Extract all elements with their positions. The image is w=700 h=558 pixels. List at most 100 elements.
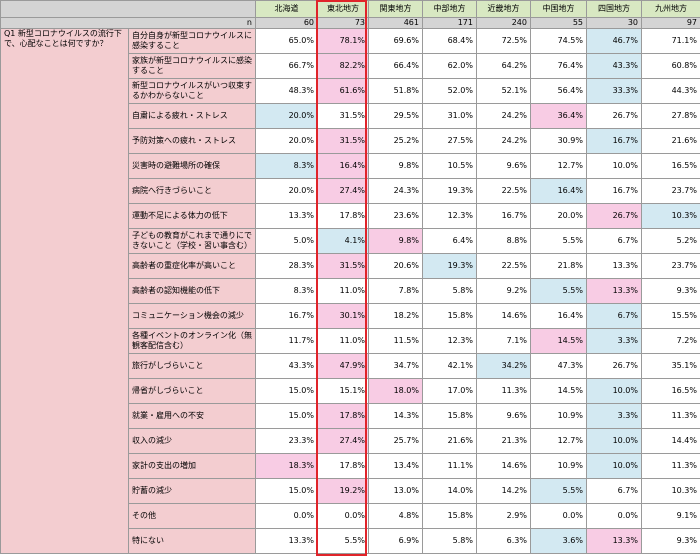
percent-cell: 21.6% [641,128,700,154]
region-header: 中国地方 [530,0,587,18]
percent-cell: 9.8% [368,153,423,179]
percent-cell: 16.7% [586,178,642,204]
percent-cell: 48.3% [255,78,318,104]
percent-cell: 51.8% [368,78,423,104]
percent-cell: 61.6% [317,78,369,104]
percent-cell: 6.9% [368,528,423,554]
percent-cell: 0.0% [255,503,318,529]
percent-cell: 14.5% [530,328,587,354]
percent-cell: 56.4% [530,78,587,104]
percent-cell: 23.7% [641,253,700,279]
percent-cell: 14.3% [368,403,423,429]
percent-cell: 43.3% [586,53,642,79]
percent-cell: 15.0% [255,403,318,429]
percent-cell: 17.0% [422,378,477,404]
percent-cell: 16.5% [641,378,700,404]
percent-cell: 10.3% [641,478,700,504]
percent-cell: 13.3% [586,253,642,279]
sample-size-value: 73 [317,17,369,29]
percent-cell: 43.3% [255,353,318,379]
percent-cell: 14.4% [641,428,700,454]
percent-cell: 21.6% [422,428,477,454]
percent-cell: 27.8% [641,103,700,129]
percent-cell: 0.0% [586,503,642,529]
percent-cell: 16.7% [476,203,531,229]
percent-cell: 6.4% [422,228,477,254]
percent-cell: 10.9% [530,453,587,479]
percent-cell: 35.1% [641,353,700,379]
percent-cell: 15.8% [422,503,477,529]
percent-cell: 15.8% [422,403,477,429]
percent-cell: 5.5% [317,528,369,554]
sample-size-value: 461 [368,17,423,29]
table-row: その他 0.0% 0.0% 4.8% 15.8% 2.9% 0.0% 0.0% 9.1% [1,503,700,529]
percent-cell: 0.0% [317,503,369,529]
percent-cell: 13.3% [255,528,318,554]
percent-cell: 16.4% [530,178,587,204]
percent-cell: 31.0% [422,103,477,129]
percent-cell: 72.5% [476,28,531,54]
percent-cell: 9.1% [641,503,700,529]
percent-cell: 78.1% [317,28,369,54]
percent-cell: 8.3% [255,153,318,179]
percent-cell: 20.0% [530,203,587,229]
region-header: 中部地方 [422,0,477,18]
percent-cell: 15.1% [317,378,369,404]
percent-cell: 11.0% [317,278,369,304]
percent-cell: 12.3% [422,328,477,354]
answer-label: 家計の支出の増加 [128,453,256,479]
percent-cell: 18.0% [368,378,423,404]
answer-label: 自粛による疲れ・ストレス [128,103,256,129]
percent-cell: 8.3% [255,278,318,304]
region-header: 東北地方 [317,0,369,18]
percent-cell: 69.6% [368,28,423,54]
percent-cell: 4.8% [368,503,423,529]
table-row: Q1 新型コロナウイルスの流行下で、心配なことは何ですか？ 自分自身が新型コロナウ… [0,28,700,554]
percent-cell: 15.5% [641,303,700,329]
percent-cell: 21.8% [530,253,587,279]
percent-cell: 20.0% [255,178,318,204]
percent-cell: 34.2% [476,353,531,379]
percent-cell: 8.8% [476,228,531,254]
percent-cell: 31.5% [317,103,369,129]
percent-cell: 33.3% [586,78,642,104]
answer-label: 高齢者の重症化率が高いこと [128,253,256,279]
sample-size-value: 60 [255,17,318,29]
percent-cell: 47.9% [317,353,369,379]
percent-cell: 5.8% [422,278,477,304]
answer-label: 特にない [128,528,256,554]
table-row: 病院へ行きづらいこと 20.0% 27.4% 24.3% 19.3% 22.5% 16.4%… [1,178,700,204]
percent-cell: 9.3% [641,278,700,304]
percent-cell: 14.2% [476,478,531,504]
percent-cell: 11.3% [476,378,531,404]
percent-cell: 7.8% [368,278,423,304]
percent-cell: 9.2% [476,278,531,304]
percent-cell: 9.8% [368,228,423,254]
answer-label: 各種イベントのオンライン化（無観客配信含む） [128,328,256,354]
percent-cell: 52.1% [476,78,531,104]
region-header: 北海道 [255,0,318,18]
percent-cell: 24.3% [368,178,423,204]
percent-cell: 18.3% [255,453,318,479]
percent-cell: 19.2% [317,478,369,504]
percent-cell: 25.7% [368,428,423,454]
table-row: 予防対策への疲れ・ストレス 20.0% 31.5% 25.2% 27.5% 24.2% 30… [1,128,700,154]
sample-size-value: 171 [422,17,477,29]
answer-label: 貯蓄の減少 [128,478,256,504]
table-row: 自粛による疲れ・ストレス 20.0% 31.5% 29.5% 31.0% 24.2% 36.… [1,103,700,129]
percent-cell: 10.9% [530,403,587,429]
answer-label: その他 [128,503,256,529]
percent-cell: 24.2% [476,128,531,154]
percent-cell: 21.3% [476,428,531,454]
region-header-row: 北海道 東北地方 関東地方 中部地方 近畿地方 中国地方 四国地方 九州地方 [0,0,700,18]
answer-label: 高齢者の認知機能の低下 [128,278,256,304]
percent-cell: 5.5% [530,228,587,254]
percent-cell: 16.7% [586,128,642,154]
percent-cell: 16.4% [317,153,369,179]
percent-cell: 6.7% [586,478,642,504]
percent-cell: 60.8% [641,53,700,79]
percent-cell: 31.5% [317,128,369,154]
percent-cell: 9.3% [641,528,700,554]
percent-cell: 16.4% [530,303,587,329]
